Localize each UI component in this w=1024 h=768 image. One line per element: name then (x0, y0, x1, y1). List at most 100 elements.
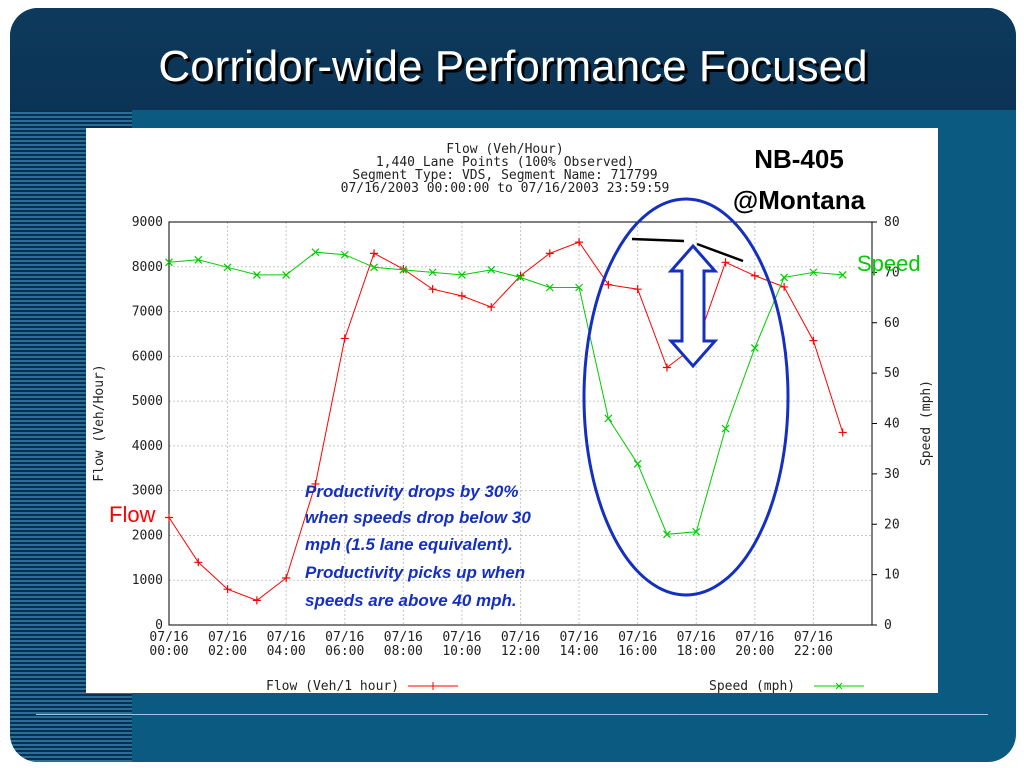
x-tick-date: 07/16 (325, 630, 364, 645)
flow-point (340, 334, 349, 343)
speed-point (809, 268, 818, 277)
annotation-text: Productivity drops by 30% when speeds dr… (305, 482, 531, 610)
y-axis-label: Flow (Veh/Hour) (92, 364, 107, 481)
x-tick-time: 08:00 (384, 644, 423, 659)
header-band (10, 8, 1016, 110)
y2-tick-label: 40 (884, 417, 900, 432)
x-tick-time: 16:00 (618, 644, 657, 659)
speed-point (633, 459, 642, 468)
x-tick-date: 07/16 (618, 630, 657, 645)
bottom-divider (36, 714, 988, 715)
x-tick-date: 07/16 (794, 630, 833, 645)
flow-point (809, 336, 818, 345)
y2-tick-label: 20 (884, 517, 900, 532)
x-tick-time: 04:00 (267, 644, 306, 659)
y-tick-label: 3000 (132, 484, 163, 499)
x-tick-date: 07/16 (149, 630, 188, 645)
flow-point (428, 285, 437, 294)
capacity-line-right (696, 242, 744, 263)
y-tick-label: 2000 (132, 528, 163, 543)
flow-point (721, 258, 730, 267)
speed-point (750, 344, 759, 352)
speed-callout: Speed (857, 251, 921, 276)
flow-point (252, 596, 261, 605)
y-tick-label: 1000 (132, 573, 163, 588)
annotation-line-5: speeds are above 40 mph. (305, 591, 517, 610)
speed-series-line (168, 251, 843, 535)
speed-point (516, 273, 525, 282)
speed-point (545, 283, 554, 292)
flow-point (516, 271, 525, 280)
x-tick-time: 18:00 (677, 644, 716, 659)
flow-point (838, 428, 847, 437)
speed-point (838, 270, 847, 279)
flow-point (487, 303, 496, 312)
y-axis-ticks: 0 1000 2000 3000 4000 5000 6000 7000 8000 9000 (132, 215, 163, 633)
x-tick-time: 14:00 (560, 644, 599, 659)
double-arrow-icon (667, 243, 719, 369)
annotation-line-4: Productivity picks up when (305, 563, 525, 582)
flow-point (750, 271, 759, 280)
x-tick-time: 06:00 (325, 644, 364, 659)
series-layer (165, 238, 847, 605)
flow-point (545, 249, 554, 258)
legend-speed-label: Speed (mph) (709, 679, 795, 694)
flow-point (633, 285, 642, 294)
speed-point (663, 530, 671, 539)
flow-callout: Flow (109, 502, 156, 527)
annotation-line-2: when speeds drop below 30 (305, 508, 531, 527)
x-tick-time: 00:00 (149, 644, 188, 659)
speed-point (428, 268, 437, 277)
capacity-line-left (631, 237, 685, 243)
flow-series-line (168, 241, 844, 601)
x-axis-ticks: 07/1600:0007/1602:0007/1604:0007/1606:00… (149, 630, 833, 659)
y2-axis-label: Speed (mph) (919, 380, 934, 466)
y2-axis-ticks: 0 10 20 30 40 50 60 70 80 (872, 215, 900, 633)
legend: Flow (Veh/1 hour) Speed (mph) (266, 679, 864, 694)
x-tick-time: 10:00 (442, 644, 481, 659)
location-label-line-1: NB-405 (754, 144, 844, 174)
y-tick-label: 8000 (132, 260, 163, 275)
chart-title-line-4: 07/16/2003 00:00:00 to 07/16/2003 23:59:… (341, 181, 670, 196)
location-label-line-2: @Montana (733, 185, 866, 215)
speed-point (457, 270, 466, 279)
flow-point (370, 249, 379, 258)
speed-point (604, 414, 613, 423)
speed-point (575, 283, 584, 292)
x-tick-date: 07/16 (735, 630, 774, 645)
speed-point (692, 527, 701, 536)
x-tick-time: 22:00 (794, 644, 833, 659)
legend-flow-label: Flow (Veh/1 hour) (266, 679, 399, 694)
y2-tick-label: 80 (884, 215, 900, 230)
speed-point (340, 250, 349, 259)
x-tick-date: 07/16 (384, 630, 423, 645)
flow-point (662, 363, 671, 372)
y2-tick-label: 60 (884, 316, 900, 331)
y-tick-label: 0 (155, 618, 163, 633)
x-tick-date: 07/16 (677, 630, 716, 645)
x-tick-date: 07/16 (501, 630, 540, 645)
annotation-line-1: Productivity drops by 30% (305, 482, 519, 501)
flow-point (223, 585, 232, 594)
speed-point (282, 270, 291, 279)
y2-tick-label: 30 (884, 467, 900, 482)
speed-point (165, 258, 173, 267)
chart-title-line-1: Flow (Veh/Hour) (446, 142, 563, 157)
flow-point (282, 573, 291, 582)
x-tick-time: 20:00 (735, 644, 774, 659)
x-tick-time: 12:00 (501, 644, 540, 659)
y2-tick-label: 70 (884, 265, 900, 280)
speed-point (223, 263, 232, 272)
flow-point (457, 291, 466, 300)
y-tick-label: 6000 (132, 349, 163, 364)
y-tick-label: 7000 (132, 305, 163, 320)
speed-point (487, 265, 496, 274)
x-tick-date: 07/16 (560, 630, 599, 645)
y-tick-label: 4000 (132, 439, 163, 454)
x-tick-time: 02:00 (208, 644, 247, 659)
chart-title-line-2: 1,440 Lane Points (100% Observed) (376, 155, 634, 170)
flow-point (780, 282, 789, 291)
speed-point (311, 248, 320, 257)
y-tick-label: 5000 (132, 394, 163, 409)
